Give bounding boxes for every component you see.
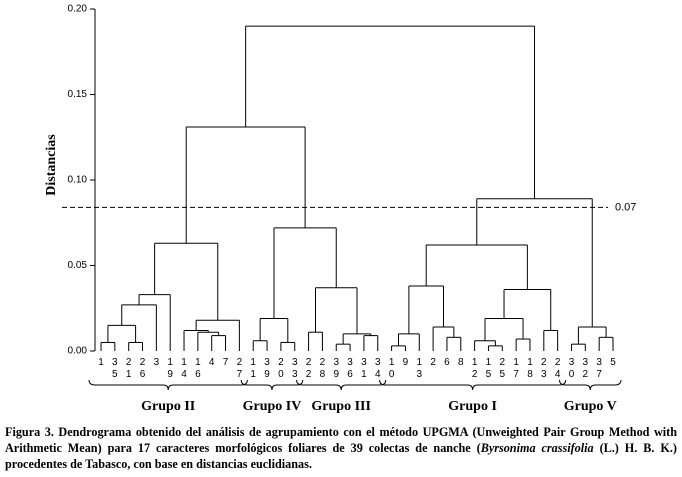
leaf-label: 9 — [403, 357, 409, 368]
caption-species: Byrsonima crassifolia — [480, 441, 594, 455]
leaf-label: 8 — [458, 357, 464, 368]
leaf-label: 1 — [98, 357, 104, 368]
y-tick-label: 0.00 — [68, 346, 88, 357]
group-brace — [379, 379, 567, 391]
y-axis-label: Distancias — [44, 134, 59, 196]
caption-text: Figura 3. Dendrograma obtenido del análi… — [5, 425, 677, 455]
leaf-label: 7 — [223, 357, 229, 368]
group-label: Grupo IV — [243, 399, 302, 414]
group-brace — [88, 379, 248, 391]
y-tick-label: 0.20 — [68, 4, 88, 15]
group-label: Grupo II — [141, 399, 195, 414]
y-tick-label: 0.15 — [68, 89, 88, 100]
group-label: Grupo III — [311, 399, 371, 414]
caption: Figura 3. Dendrograma obtenido del análi… — [5, 424, 677, 472]
leaf-label: 5 — [610, 357, 616, 368]
group-brace — [296, 379, 387, 391]
group-brace — [558, 379, 622, 391]
caption-text: (L.) H. B. K.) procedentes de Tabasco, c… — [5, 441, 677, 471]
group-brace — [240, 379, 304, 391]
leaf-label: 2 — [430, 357, 436, 368]
group-label: Grupo I — [448, 399, 497, 414]
leaf-label: 6 — [444, 357, 450, 368]
leaf-label: 3 — [154, 357, 160, 368]
group-label: Grupo V — [564, 399, 617, 414]
y-tick-label: 0.10 — [68, 175, 88, 186]
y-tick-label: 0.05 — [68, 260, 88, 271]
leaf-label: 4 — [209, 357, 215, 368]
chart: Distancias 0.000.050.100.150.201 3 52 12 63 1… — [44, 4, 636, 415]
cut-label: 0.07 — [615, 201, 636, 213]
